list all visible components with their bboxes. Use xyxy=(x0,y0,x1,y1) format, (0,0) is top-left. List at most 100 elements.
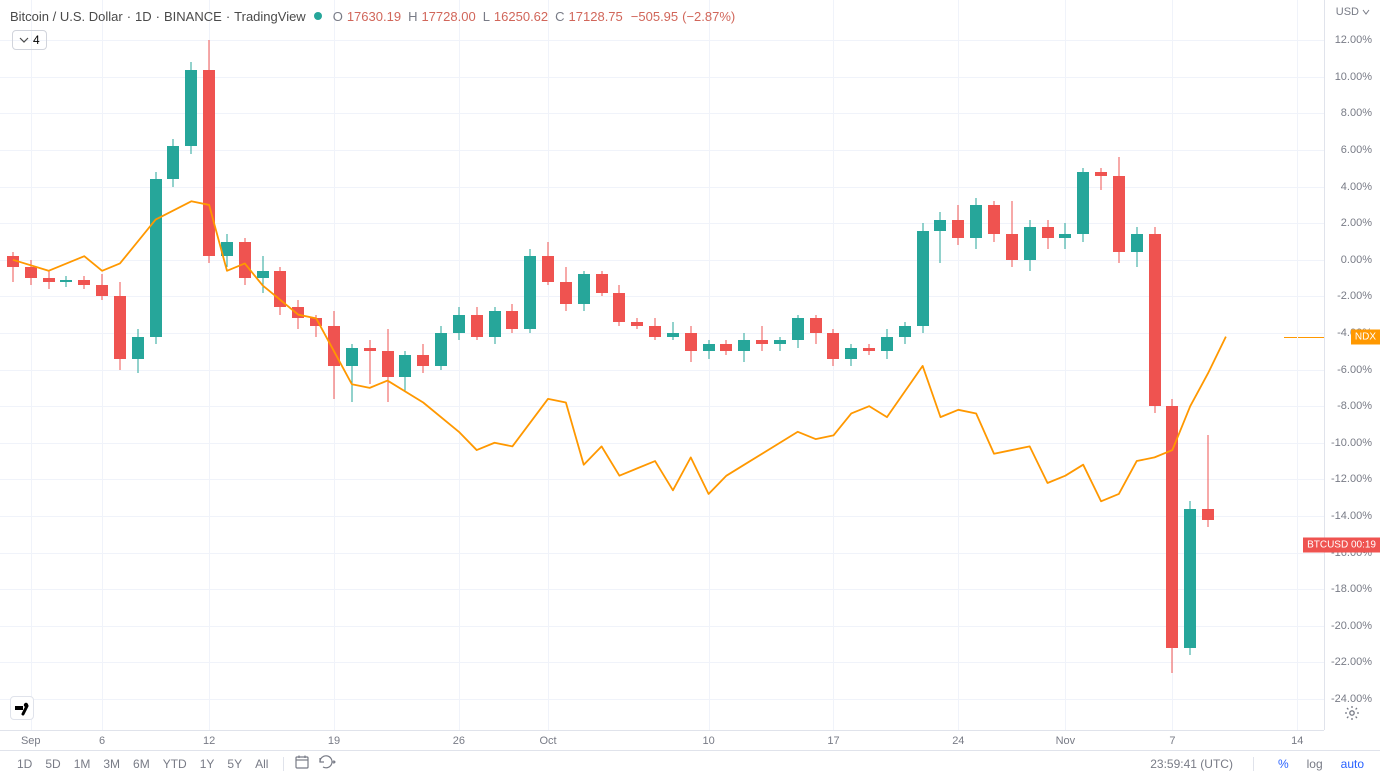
y-tick-label: 2.00% xyxy=(1341,217,1372,229)
timeframe-1d-button[interactable]: 1D xyxy=(12,755,37,773)
grid-line-h xyxy=(0,150,1324,151)
status-dot-icon xyxy=(314,12,322,20)
price-label-btcusd: BTCUSD 00:19 xyxy=(1303,538,1380,553)
grid-line-h xyxy=(0,333,1324,334)
y-tick-label: -10.00% xyxy=(1331,437,1372,449)
x-tick-label: 6 xyxy=(99,735,105,747)
low-label: L xyxy=(483,9,490,24)
grid-line-h xyxy=(0,443,1324,444)
timeframe-1y-button[interactable]: 1Y xyxy=(195,755,220,773)
x-tick-label: 12 xyxy=(203,735,215,747)
timeframe-1m-button[interactable]: 1M xyxy=(69,755,96,773)
y-tick-label: 8.00% xyxy=(1341,107,1372,119)
x-tick-label: 19 xyxy=(328,735,340,747)
chart-plot-area[interactable] xyxy=(0,0,1324,730)
x-axis[interactable]: Sep 6 12 19 26 Oct 10 17 24 Nov 7 14 xyxy=(0,730,1324,750)
y-tick-label: -14.00% xyxy=(1331,510,1372,522)
separator xyxy=(283,757,284,771)
timeframe-5y-button[interactable]: 5Y xyxy=(222,755,247,773)
chart-header: Bitcoin / U.S. Dollar · 1D · BINANCE · T… xyxy=(10,6,1320,26)
grid-line-v xyxy=(1065,0,1066,730)
goto-date-icon[interactable] xyxy=(318,754,336,773)
grid-line-h xyxy=(0,296,1324,297)
grid-line-v xyxy=(1297,0,1298,730)
ndx-price-line xyxy=(1284,337,1324,338)
y-tick-label: 6.00% xyxy=(1341,144,1372,156)
open-value: 17630.19 xyxy=(347,9,401,24)
grid-line-h xyxy=(0,662,1324,663)
close-label: C xyxy=(555,9,564,24)
x-tick-label: Sep xyxy=(21,735,41,747)
grid-line-h xyxy=(0,40,1324,41)
y-tick-label: -22.00% xyxy=(1331,656,1372,668)
exchange: BINANCE xyxy=(164,9,222,24)
y-tick-label: -24.00% xyxy=(1331,693,1372,705)
percent-scale-button[interactable]: % xyxy=(1274,755,1293,773)
x-tick-label: Nov xyxy=(1056,735,1076,747)
change-value: −505.95 xyxy=(631,9,678,24)
log-scale-button[interactable]: log xyxy=(1303,755,1327,773)
timeframe-6m-button[interactable]: 6M xyxy=(128,755,155,773)
y-tick-label: -2.00% xyxy=(1337,290,1372,302)
low-value: 16250.62 xyxy=(494,9,548,24)
y-tick-label: -8.00% xyxy=(1337,400,1372,412)
price-label-ndx: NDX xyxy=(1351,329,1380,344)
x-tick-label: 17 xyxy=(827,735,839,747)
interval[interactable]: 1D xyxy=(135,9,152,24)
settings-gear-icon[interactable] xyxy=(1344,705,1360,726)
indicator-count: 4 xyxy=(33,33,40,47)
high-label: H xyxy=(408,9,417,24)
grid-line-v xyxy=(31,0,32,730)
x-tick-label: 26 xyxy=(453,735,465,747)
timeframe-3m-button[interactable]: 3M xyxy=(98,755,125,773)
x-tick-label: Oct xyxy=(539,735,556,747)
grid-line-v xyxy=(709,0,710,730)
grid-line-h xyxy=(0,370,1324,371)
y-tick-label: 10.00% xyxy=(1335,71,1372,83)
y-tick-label: 0.00% xyxy=(1341,254,1372,266)
y-tick-label: -12.00% xyxy=(1331,473,1372,485)
x-tick-label: 10 xyxy=(702,735,714,747)
x-tick-label: 14 xyxy=(1291,735,1303,747)
grid-line-h xyxy=(0,589,1324,590)
grid-line-h xyxy=(0,626,1324,627)
grid-line-h xyxy=(0,553,1324,554)
grid-line-v xyxy=(459,0,460,730)
indicator-dropdown[interactable]: 4 xyxy=(12,30,47,50)
grid-line-h xyxy=(0,406,1324,407)
grid-line-h xyxy=(0,187,1324,188)
change-pct: (−2.87%) xyxy=(682,9,735,24)
grid-line-h xyxy=(0,479,1324,480)
y-tick-label: -6.00% xyxy=(1337,364,1372,376)
tradingview-logo-icon[interactable] xyxy=(10,696,34,720)
calendar-icon[interactable] xyxy=(294,754,310,773)
timeframe-5d-button[interactable]: 5D xyxy=(40,755,65,773)
chevron-down-icon xyxy=(19,35,29,45)
provider: TradingView xyxy=(234,9,306,24)
grid-line-h xyxy=(0,260,1324,261)
grid-line-v xyxy=(548,0,549,730)
separator xyxy=(1253,757,1254,771)
y-tick-label: -18.00% xyxy=(1331,583,1372,595)
ndx-overlay-line xyxy=(0,0,1324,718)
open-label: O xyxy=(333,9,343,24)
symbol-title[interactable]: Bitcoin / U.S. Dollar xyxy=(10,9,123,24)
y-axis[interactable]: USD 12.00% 10.00% 8.00% 6.00% 4.00% 2.00% 0.00… xyxy=(1324,0,1380,730)
y-axis-unit: USD xyxy=(1336,6,1370,18)
grid-line-h xyxy=(0,77,1324,78)
grid-line-h xyxy=(0,699,1324,700)
high-value: 17728.00 xyxy=(421,9,475,24)
timeframe-all-button[interactable]: All xyxy=(250,755,273,773)
y-tick-label: -20.00% xyxy=(1331,620,1372,632)
grid-line-h xyxy=(0,516,1324,517)
timeframe-group: 1D5D1M3M6MYTD1Y5YAll xyxy=(12,755,273,773)
clock-display[interactable]: 23:59:41 (UTC) xyxy=(1150,757,1233,771)
auto-scale-button[interactable]: auto xyxy=(1337,755,1368,773)
y-tick-label: 4.00% xyxy=(1341,181,1372,193)
y-tick-label: 12.00% xyxy=(1335,34,1372,46)
x-tick-label: 7 xyxy=(1169,735,1175,747)
close-value: 17128.75 xyxy=(569,9,623,24)
x-tick-label: 24 xyxy=(952,735,964,747)
timeframe-ytd-button[interactable]: YTD xyxy=(158,755,192,773)
grid-line-h xyxy=(0,113,1324,114)
